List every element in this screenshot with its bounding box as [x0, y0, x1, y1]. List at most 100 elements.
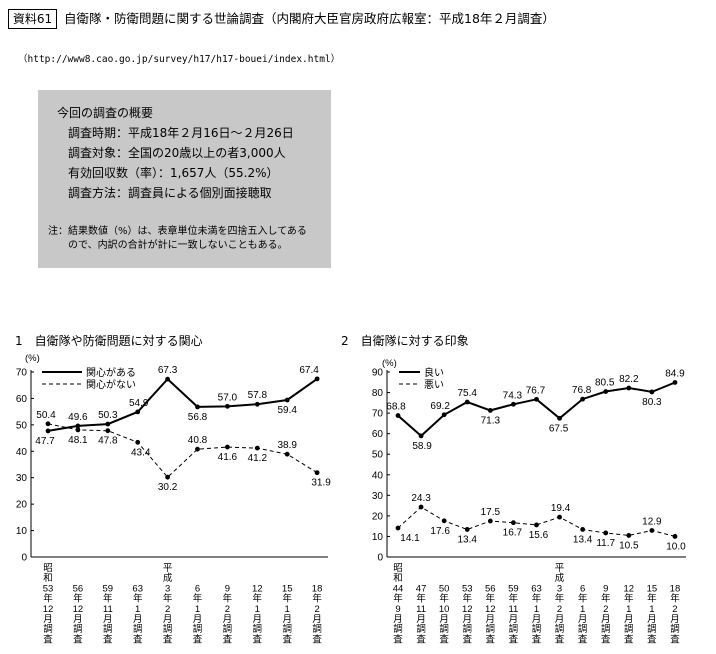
y-tick-label: 60 — [16, 394, 28, 405]
y-tick-label: 30 — [372, 491, 384, 502]
x-tick-label: 6 年 1 月調査 — [193, 583, 203, 645]
data-label: 13.4 — [458, 534, 478, 545]
data-label: 41.2 — [248, 453, 268, 464]
x-tick-label: 平成 3 年 2 月調査 — [163, 563, 173, 645]
data-label: 50.4 — [36, 410, 56, 421]
summary-item: 調査時期：平成18年２月16日～２月26日 — [68, 126, 294, 140]
x-tick-label: 63 年 1 月調査 — [132, 583, 143, 645]
source-url: （http://www8.cao.go.jp/survey/h17/h17-bo… — [18, 54, 341, 65]
data-label: 17.5 — [481, 507, 501, 518]
x-tick-label: 9 年 2 月調査 — [601, 583, 611, 645]
data-point — [165, 474, 171, 480]
data-point — [314, 470, 320, 476]
data-point — [534, 396, 539, 402]
data-label: 19.4 — [551, 503, 571, 514]
data-label: 12.9 — [642, 516, 662, 527]
data-point — [487, 518, 493, 524]
legend-label: 悪い — [424, 379, 444, 391]
data-label: 15.6 — [529, 530, 549, 541]
data-point — [135, 409, 141, 415]
data-point — [626, 533, 632, 538]
data-point — [395, 413, 401, 418]
data-label: 58.9 — [412, 441, 432, 452]
x-tick-label: 56 年 12 月調査 — [485, 583, 496, 645]
data-label: 67.4 — [299, 365, 319, 376]
data-label: 14.1 — [400, 533, 420, 544]
chart-title: 2 自衛隊に対する印象 — [341, 334, 469, 348]
x-tick-label: 18 年 2 月調査 — [312, 583, 323, 645]
data-point — [45, 428, 51, 434]
legend-label: 関心がある — [86, 366, 136, 379]
data-label: 80.5 — [595, 378, 615, 389]
legend-label: 良い — [424, 366, 444, 379]
data-point — [105, 421, 111, 427]
data-label: 82.2 — [619, 374, 639, 385]
y-tick-label: 10 — [16, 526, 28, 537]
data-point — [534, 522, 539, 528]
data-label: 80.3 — [642, 397, 662, 408]
plot-area: 0 10 20 30 40 50 60 70 80 90 昭和 44 年 9 月調査 47 年 11 月調査 50 年 1… — [372, 368, 686, 646]
data-point — [254, 445, 260, 451]
summary-item: 調査方法：調査員による個別面接聴取 — [68, 186, 272, 200]
y-tick-label: 30 — [16, 473, 28, 484]
data-label: 17.6 — [430, 526, 450, 537]
data-label: 74.3 — [503, 390, 523, 401]
summary-item: 有効回収数（率）：1,657人（55.2%） — [68, 166, 279, 180]
data-label: 48.1 — [68, 435, 88, 446]
data-point — [557, 514, 562, 520]
x-tick-label: 53 年 12 月調査 — [462, 583, 473, 645]
x-tick-label: 昭和 53 年 12 月調査 — [43, 563, 54, 645]
data-label: 84.9 — [665, 368, 685, 379]
data-point — [557, 415, 562, 421]
data-point — [672, 534, 678, 539]
x-tick-label: 15 年 1 月調査 — [647, 583, 658, 645]
data-point — [45, 421, 51, 427]
chart-title: 1 自衛隊や防衛問題に対する関心 — [15, 334, 203, 348]
data-label: 49.6 — [68, 412, 88, 423]
data-label: 71.3 — [481, 415, 501, 426]
data-label: 50.3 — [98, 410, 118, 421]
data-point — [464, 399, 470, 405]
x-tick-label: 平成 3 年 2 月調査 — [555, 563, 565, 645]
y-tick-label: 10 — [372, 532, 384, 543]
summary-note: ので、内訳の合計が計に一致しないこともある。 — [68, 240, 288, 251]
data-label: 47.8 — [98, 436, 118, 447]
data-point — [254, 401, 260, 407]
data-label: 47.7 — [35, 436, 55, 447]
x-tick-label: 63 年 1 月調査 — [531, 583, 542, 645]
data-label: 38.9 — [277, 440, 297, 451]
summary-item: 調査対象：全国の20歳以上の者3,000人 — [68, 146, 286, 160]
data-label: 76.8 — [572, 385, 592, 396]
data-point — [580, 396, 586, 402]
data-label: 40.8 — [188, 435, 208, 446]
data-label: 59.4 — [277, 405, 297, 416]
y-tick-label: 0 — [377, 553, 383, 564]
data-point — [75, 427, 81, 433]
data-label: 68.8 — [386, 402, 406, 413]
document-title: 自衛隊・防衛問題に関する世論調査（内閣府大臣官房政府広報室：平成18年２月調査） — [64, 11, 555, 26]
y-tick-label: 20 — [16, 500, 28, 511]
data-point — [225, 403, 230, 409]
data-label: 54.9 — [129, 398, 149, 409]
series-line — [47, 423, 318, 478]
x-tick-label: 50 年 10 月調査 — [439, 583, 450, 645]
data-point — [75, 423, 81, 429]
data-point — [105, 428, 111, 434]
plot-area: 0 10 20 30 40 50 60 70 昭和 53 年 12 月調査 56 年 12 月調査 59 年 11 月調… — [16, 365, 331, 646]
data-point — [284, 451, 290, 457]
y-tick-label: 80 — [372, 388, 384, 399]
x-tick-label: 昭和 44 年 9 月調査 — [393, 563, 404, 645]
data-point — [649, 389, 655, 395]
data-label: 41.6 — [218, 452, 238, 463]
x-tick-label: 59 年 11 月調査 — [103, 583, 114, 645]
data-label: 67.5 — [549, 423, 569, 434]
data-label: 43.4 — [131, 447, 151, 458]
data-label: 10.5 — [619, 540, 639, 551]
y-tick-label: 50 — [372, 450, 384, 461]
data-label: 24.3 — [411, 493, 431, 504]
y-tick-label: 50 — [16, 420, 28, 431]
data-point — [580, 527, 586, 532]
data-point — [225, 444, 230, 450]
data-point — [195, 446, 200, 452]
data-point — [626, 385, 632, 391]
